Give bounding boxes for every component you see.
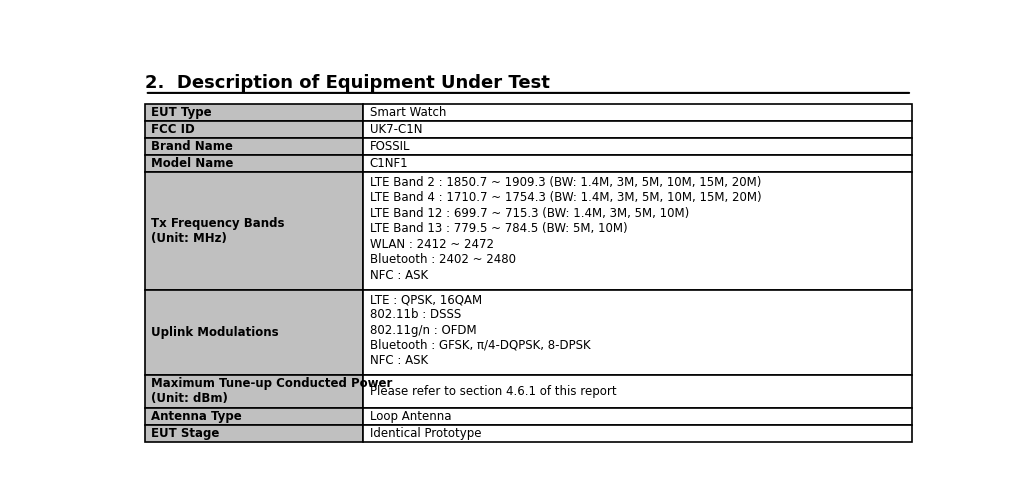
Text: Maximum Tune-up Conducted Power
(Unit: dBm): Maximum Tune-up Conducted Power (Unit: d…	[152, 377, 393, 405]
Text: FOSSIL: FOSSIL	[370, 140, 410, 153]
Text: LTE Band 12 : 699.7 ~ 715.3 (BW: 1.4M, 3M, 5M, 10M): LTE Band 12 : 699.7 ~ 715.3 (BW: 1.4M, 3…	[370, 207, 689, 219]
Bar	[144, 172, 364, 290]
Text: Uplink Modulations: Uplink Modulations	[152, 326, 278, 339]
Bar	[144, 138, 364, 155]
Bar	[364, 105, 911, 121]
Bar	[144, 290, 364, 375]
Text: NFC : ASK: NFC : ASK	[370, 354, 428, 367]
Text: Model Name: Model Name	[152, 157, 234, 170]
Text: EUT Type: EUT Type	[152, 106, 212, 119]
Text: Antenna Type: Antenna Type	[152, 410, 242, 423]
Text: Please refer to section 4.6.1 of this report: Please refer to section 4.6.1 of this re…	[370, 385, 617, 398]
Bar	[144, 375, 364, 408]
Text: Loop Antenna: Loop Antenna	[370, 410, 452, 423]
Text: WLAN : 2412 ~ 2472: WLAN : 2412 ~ 2472	[370, 238, 494, 251]
Bar	[364, 155, 911, 172]
Text: Bluetooth : GFSK, π/4-DQPSK, 8-DPSK: Bluetooth : GFSK, π/4-DQPSK, 8-DPSK	[370, 339, 591, 352]
Text: LTE : QPSK, 16QAM: LTE : QPSK, 16QAM	[370, 294, 481, 307]
Text: LTE Band 2 : 1850.7 ~ 1909.3 (BW: 1.4M, 3M, 5M, 10M, 15M, 20M): LTE Band 2 : 1850.7 ~ 1909.3 (BW: 1.4M, …	[370, 175, 761, 188]
Text: Smart Watch: Smart Watch	[370, 106, 446, 119]
Text: Brand Name: Brand Name	[152, 140, 233, 153]
Text: UK7-C1N: UK7-C1N	[370, 123, 423, 136]
Bar	[364, 172, 911, 290]
Bar	[364, 138, 911, 155]
Bar	[144, 155, 364, 172]
Bar	[144, 105, 364, 121]
Bar	[364, 290, 911, 375]
Text: 802.11b : DSSS: 802.11b : DSSS	[370, 309, 461, 322]
Bar	[364, 121, 911, 138]
Text: Identical Prototype: Identical Prototype	[370, 427, 481, 440]
Bar	[144, 408, 364, 425]
Text: LTE Band 13 : 779.5 ~ 784.5 (BW: 5M, 10M): LTE Band 13 : 779.5 ~ 784.5 (BW: 5M, 10M…	[370, 222, 628, 235]
Bar	[364, 408, 911, 425]
Bar	[364, 375, 911, 408]
Bar	[144, 121, 364, 138]
Text: C1NF1: C1NF1	[370, 157, 408, 170]
Text: 802.11g/n : OFDM: 802.11g/n : OFDM	[370, 324, 476, 337]
Bar	[364, 425, 911, 442]
Bar	[144, 425, 364, 442]
Text: Bluetooth : 2402 ~ 2480: Bluetooth : 2402 ~ 2480	[370, 254, 516, 267]
Text: NFC : ASK: NFC : ASK	[370, 269, 428, 282]
Text: 2.  Description of Equipment Under Test: 2. Description of Equipment Under Test	[144, 74, 550, 92]
Text: Tx Frequency Bands
(Unit: MHz): Tx Frequency Bands (Unit: MHz)	[152, 217, 285, 245]
Text: LTE Band 4 : 1710.7 ~ 1754.3 (BW: 1.4M, 3M, 5M, 10M, 15M, 20M): LTE Band 4 : 1710.7 ~ 1754.3 (BW: 1.4M, …	[370, 191, 762, 204]
Text: FCC ID: FCC ID	[152, 123, 195, 136]
Text: EUT Stage: EUT Stage	[152, 427, 220, 440]
